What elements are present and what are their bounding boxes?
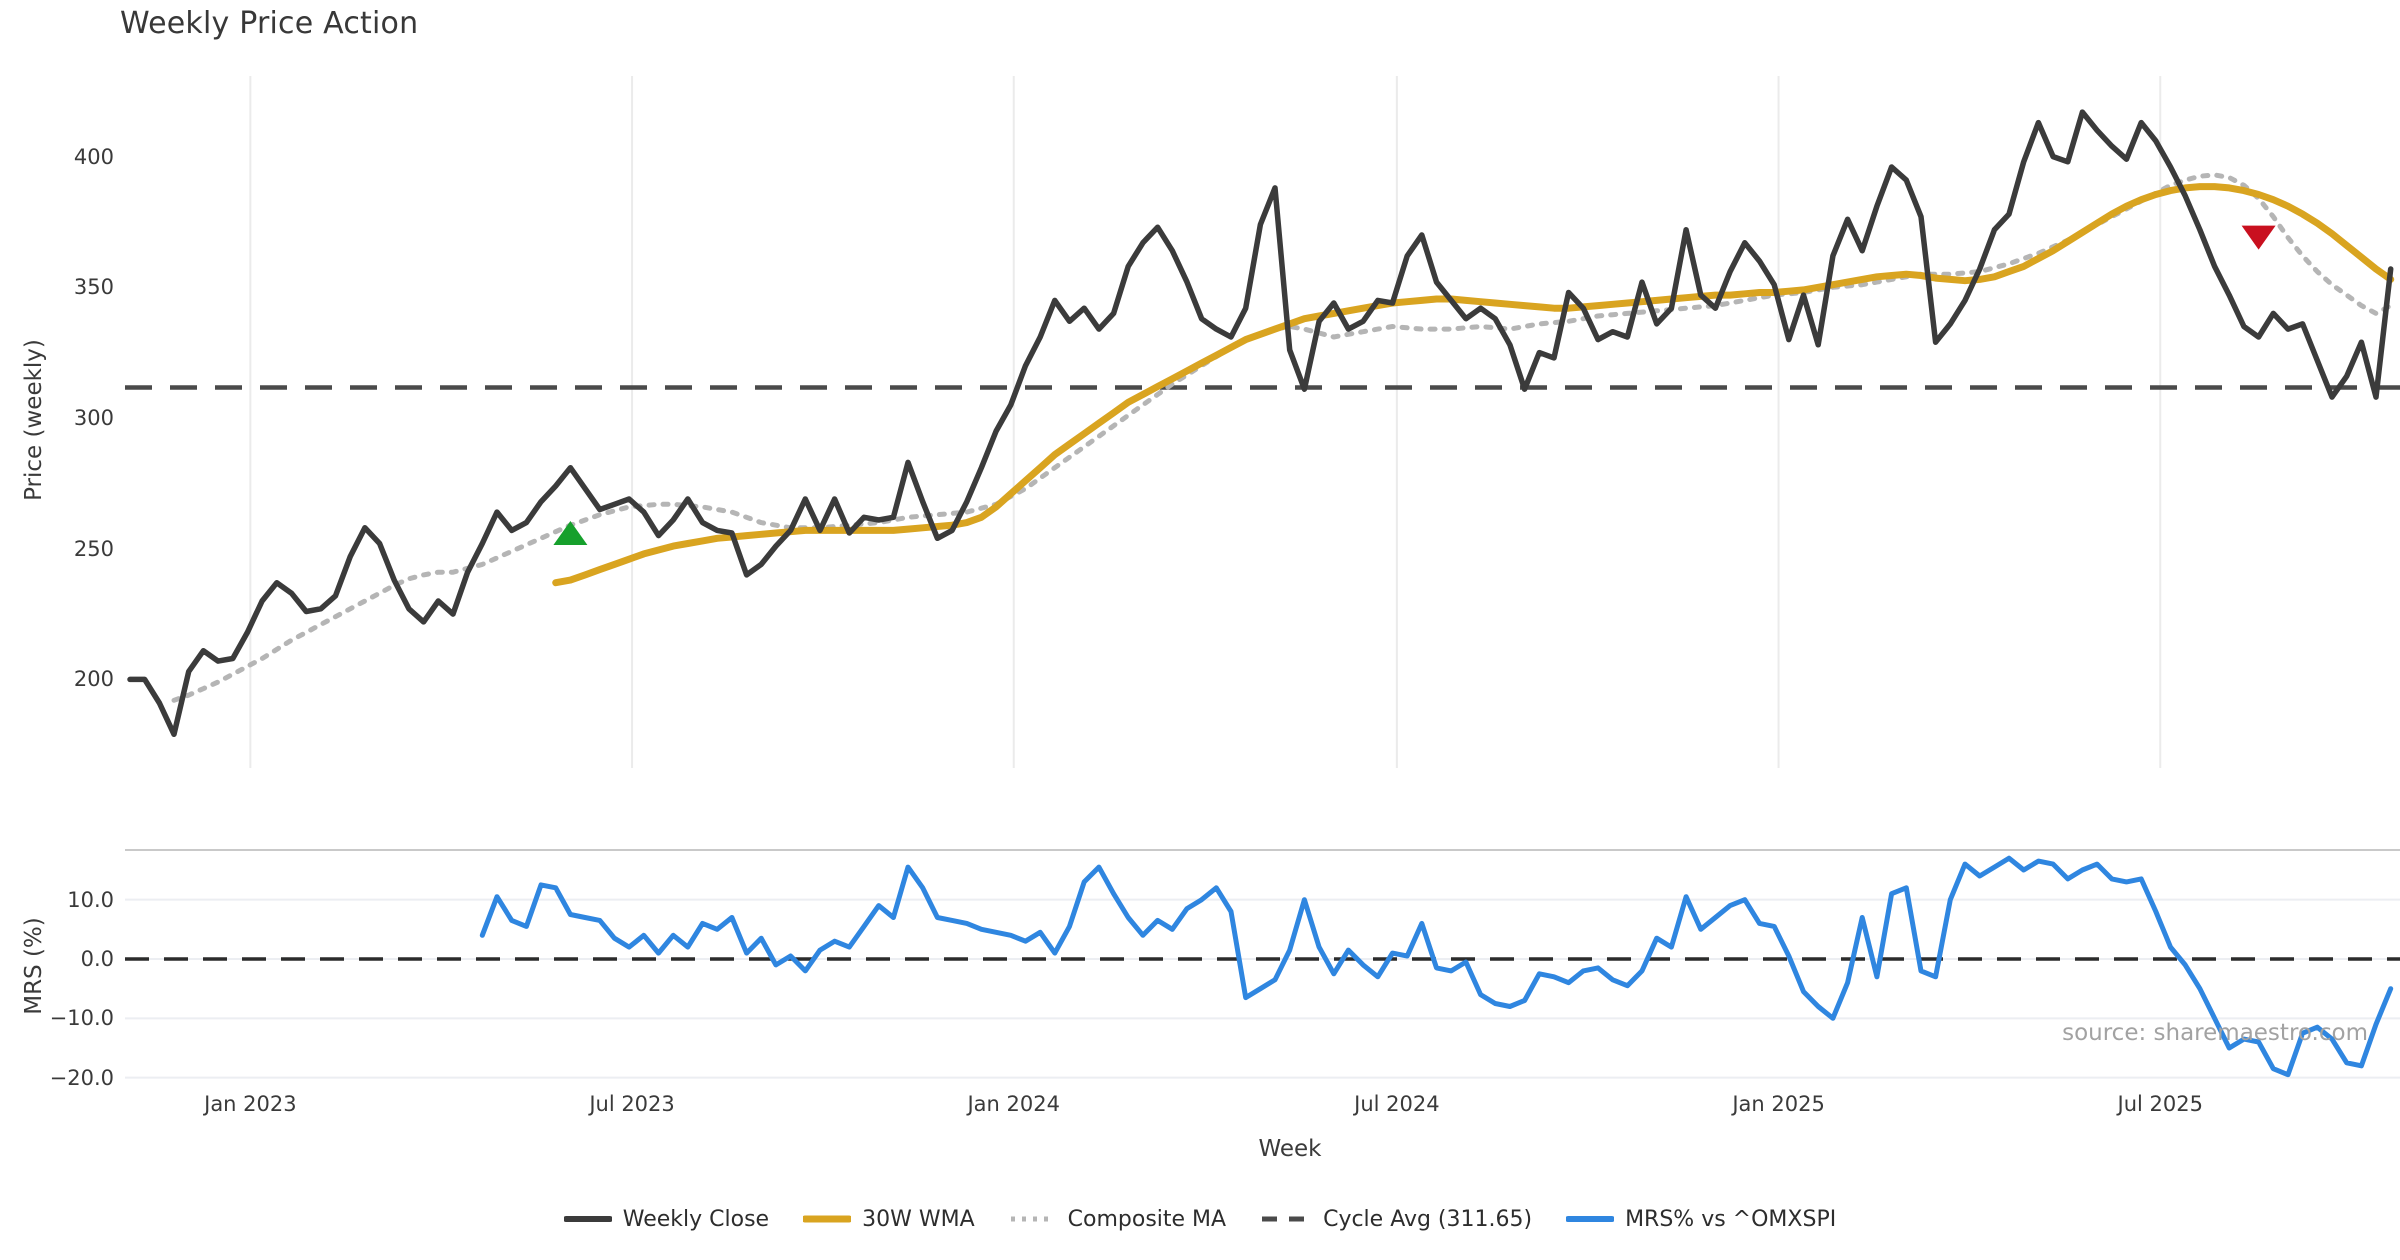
weekly-close-line bbox=[127, 109, 2394, 738]
legend-item-mrs: MRS% vs ^OMXSPI bbox=[1566, 1206, 1836, 1232]
x-tick-label: Jul 2023 bbox=[589, 1092, 675, 1116]
legend-item-composite-ma: Composite MA bbox=[1009, 1206, 1226, 1232]
source-watermark: source: sharemaestro.com bbox=[2062, 1020, 2368, 1046]
x-tick-label: Jul 2025 bbox=[2117, 1092, 2203, 1116]
price-ytick-label: 400 bbox=[73, 144, 114, 169]
legend-swatch-dotted-icon bbox=[1010, 1216, 1055, 1222]
week-axis-label: Week bbox=[1258, 1136, 1322, 1162]
legend-item-weekly-close: Weekly Close bbox=[563, 1206, 770, 1232]
legend-swatch-solid-gold-icon bbox=[803, 1215, 852, 1223]
sell-signal-marker bbox=[2241, 225, 2276, 250]
mrs-ytick-label: 10.0 bbox=[67, 887, 114, 912]
legend-label: Weekly Close bbox=[622, 1206, 770, 1232]
legend-swatch-solid-blue-icon bbox=[1566, 1216, 1615, 1222]
mrs-ytick-label: 0.0 bbox=[80, 947, 114, 971]
legend-label: Cycle Avg (311.65) bbox=[1323, 1206, 1533, 1232]
legend-item-cycle-avg: Cycle Avg (311.65) bbox=[1260, 1206, 1532, 1232]
wma-line bbox=[552, 183, 2395, 587]
price-ytick-label: 200 bbox=[73, 667, 114, 692]
x-tick-label: Jan 2025 bbox=[1732, 1092, 1825, 1116]
x-tick-label: Jan 2023 bbox=[204, 1092, 297, 1116]
legend-label: MRS% vs ^OMXSPI bbox=[1625, 1206, 1837, 1232]
chart-title: Weekly Price Action bbox=[120, 6, 419, 41]
legend-swatch-dashed-icon bbox=[1262, 1216, 1311, 1222]
x-tick-label: Jul 2024 bbox=[1354, 1092, 1440, 1116]
chart-legend: Weekly Close 30W WMA Composite MA Cycle … bbox=[0, 1206, 2400, 1232]
x-tick-label: Jan 2024 bbox=[967, 1092, 1060, 1116]
legend-item-30w-wma: 30W WMA bbox=[803, 1206, 975, 1232]
price-ytick-label: 350 bbox=[73, 275, 114, 300]
mrs-ytick-label: −10.0 bbox=[49, 1006, 114, 1031]
price-ytick-label: 250 bbox=[73, 536, 114, 561]
mrs-line bbox=[479, 855, 2394, 1078]
legend-label: Composite MA bbox=[1067, 1206, 1227, 1232]
legend-swatch-solid-dark-icon bbox=[563, 1216, 612, 1222]
price-ytick-label: 300 bbox=[73, 406, 114, 430]
buy-signal-marker bbox=[553, 521, 588, 546]
mrs-ytick-label: −20.0 bbox=[49, 1065, 114, 1090]
legend-label: 30W WMA bbox=[862, 1206, 975, 1232]
